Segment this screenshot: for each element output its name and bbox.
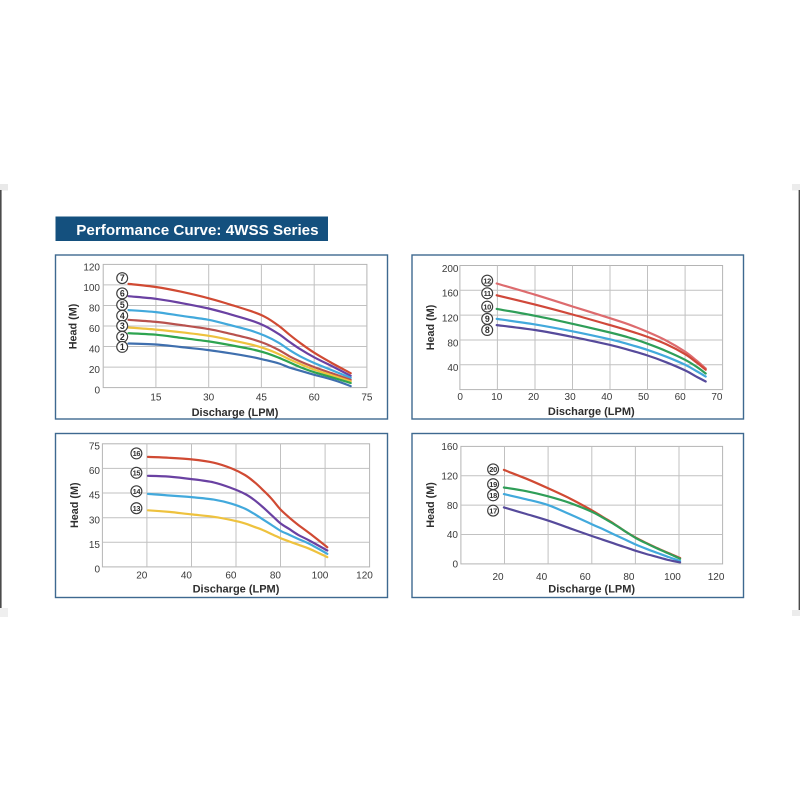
svg-text:0: 0	[94, 386, 100, 397]
svg-text:15: 15	[133, 469, 141, 478]
svg-text:20: 20	[492, 572, 504, 583]
svg-text:20: 20	[528, 392, 540, 403]
svg-text:40: 40	[447, 363, 459, 374]
svg-text:11: 11	[484, 289, 491, 298]
svg-text:15: 15	[89, 540, 101, 551]
svg-text:Head (M): Head (M)	[425, 482, 437, 528]
svg-text:Discharge (LPM): Discharge (LPM)	[548, 584, 635, 596]
svg-text:Discharge (LPM): Discharge (LPM)	[193, 584, 280, 596]
svg-text:20: 20	[136, 570, 148, 581]
svg-text:12: 12	[483, 276, 491, 285]
svg-text:100: 100	[664, 572, 681, 583]
svg-text:10: 10	[491, 392, 503, 403]
svg-text:Performance Curve: 4WSS Series: Performance Curve: 4WSS Series	[76, 222, 318, 239]
svg-text:45: 45	[256, 392, 268, 403]
svg-text:9: 9	[485, 314, 490, 324]
svg-text:100: 100	[312, 570, 329, 581]
svg-text:Head (M): Head (M)	[425, 304, 437, 350]
svg-text:15: 15	[150, 392, 162, 403]
svg-text:40: 40	[89, 345, 101, 356]
svg-text:80: 80	[270, 570, 282, 581]
svg-text:80: 80	[447, 338, 459, 349]
svg-text:30: 30	[203, 392, 215, 403]
svg-text:8: 8	[485, 325, 490, 335]
svg-text:3: 3	[120, 321, 125, 331]
svg-text:13: 13	[133, 504, 141, 513]
svg-text:10: 10	[483, 302, 491, 311]
svg-text:Head (M): Head (M)	[69, 482, 81, 528]
svg-text:5: 5	[120, 300, 125, 310]
svg-text:120: 120	[441, 471, 458, 482]
svg-text:30: 30	[89, 515, 101, 526]
svg-text:70: 70	[711, 392, 723, 403]
svg-text:14: 14	[133, 487, 142, 496]
svg-text:18: 18	[489, 491, 497, 500]
svg-text:40: 40	[447, 530, 459, 541]
svg-text:60: 60	[225, 570, 237, 581]
svg-text:19: 19	[489, 480, 497, 489]
svg-text:60: 60	[580, 572, 592, 583]
svg-text:7: 7	[120, 273, 125, 283]
svg-text:30: 30	[565, 392, 577, 403]
svg-text:60: 60	[89, 466, 101, 477]
svg-text:20: 20	[489, 465, 497, 474]
svg-text:120: 120	[442, 314, 459, 325]
svg-text:120: 120	[708, 572, 725, 583]
svg-text:50: 50	[638, 392, 650, 403]
svg-text:60: 60	[309, 392, 321, 403]
svg-text:16: 16	[133, 449, 141, 458]
svg-text:6: 6	[120, 289, 125, 299]
svg-text:Discharge (LPM): Discharge (LPM)	[192, 407, 279, 419]
svg-text:75: 75	[89, 442, 101, 453]
svg-text:0: 0	[94, 565, 100, 576]
svg-text:Head (M): Head (M)	[68, 303, 80, 349]
svg-text:4: 4	[120, 311, 125, 321]
svg-text:100: 100	[83, 283, 100, 294]
svg-text:120: 120	[83, 263, 100, 274]
svg-text:Discharge (LPM): Discharge (LPM)	[548, 406, 635, 418]
svg-text:1: 1	[120, 342, 125, 352]
svg-text:160: 160	[442, 289, 459, 300]
svg-text:60: 60	[675, 392, 687, 403]
svg-text:17: 17	[489, 506, 497, 515]
svg-text:20: 20	[89, 365, 101, 376]
svg-text:120: 120	[356, 570, 373, 581]
svg-text:80: 80	[89, 304, 101, 315]
svg-text:40: 40	[536, 572, 548, 583]
svg-text:0: 0	[452, 560, 458, 571]
svg-text:75: 75	[361, 392, 373, 403]
svg-text:40: 40	[181, 570, 193, 581]
svg-text:160: 160	[441, 442, 458, 453]
svg-text:60: 60	[89, 324, 101, 335]
svg-text:200: 200	[442, 264, 459, 275]
svg-text:0: 0	[457, 392, 463, 403]
svg-text:2: 2	[120, 332, 125, 342]
svg-text:45: 45	[89, 491, 101, 502]
svg-text:80: 80	[623, 572, 635, 583]
svg-text:40: 40	[601, 392, 613, 403]
svg-text:80: 80	[447, 501, 459, 512]
